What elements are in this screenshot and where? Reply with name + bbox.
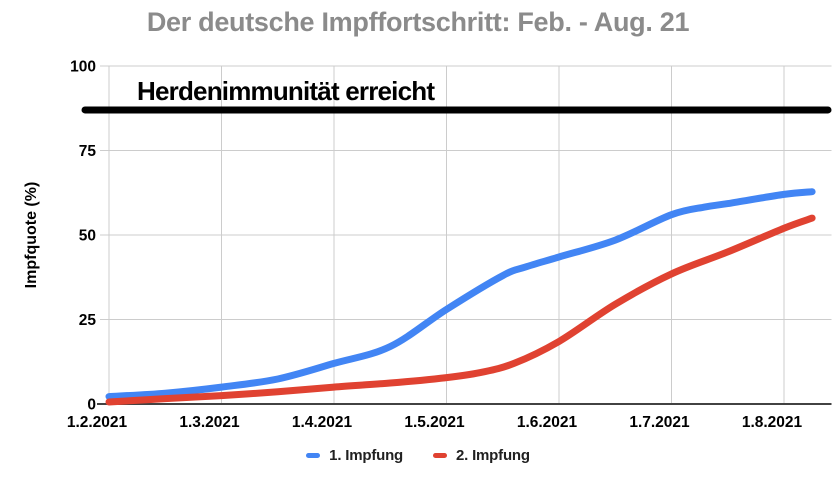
legend-swatch-1-impfung [306,453,321,458]
herd-immunity-label: Herdenimmunität erreicht [137,76,435,106]
y-tick-label-50: 50 [79,228,96,245]
x-tick-label-1.8.2021: 1.8.2021 [742,414,803,431]
x-tick-label-1.7.2021: 1.7.2021 [629,414,690,431]
x-tick-label-1.6.2021: 1.6.2021 [517,414,578,431]
series-line-1-impfung [105,188,816,401]
legend-label-1-impfung: 1. Impfung [329,447,403,464]
legend-item-2-impfung: 2. Impfung [433,447,530,464]
y-tick-label-0: 0 [87,397,96,414]
y-tick-label-25: 25 [79,312,97,329]
y-tick-label-100: 100 [70,59,96,76]
x-tick-label-1.2.2021: 1.2.2021 [67,414,128,431]
series-line-2-impfung [105,214,816,406]
chart-title: Der deutsche Impffortschritt: Feb. - Aug… [146,7,690,37]
x-tick-label-1.4.2021: 1.4.2021 [292,414,353,431]
x-tick-label-1.3.2021: 1.3.2021 [179,414,240,431]
legend-item-1-impfung: 1. Impfung [306,447,403,464]
legend-swatch-2-impfung [433,453,447,458]
y-tick-label-75: 75 [79,143,97,160]
x-tick-label-1.5.2021: 1.5.2021 [404,414,465,431]
legend-label-2-impfung: 2. Impfung [456,447,530,464]
legend: 1. Impfung 2. Impfung [0,447,836,464]
